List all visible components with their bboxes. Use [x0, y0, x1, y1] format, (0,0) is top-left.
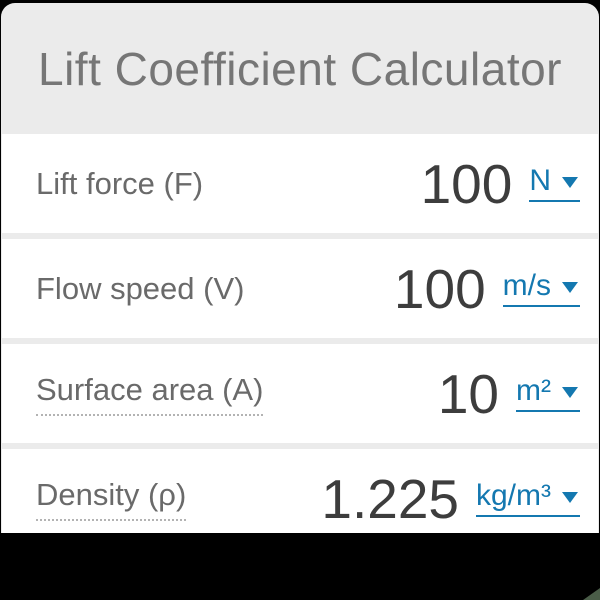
- surface-area-value-input[interactable]: 10: [437, 362, 500, 425]
- density-unit-dropdown[interactable]: kg/m³: [476, 478, 580, 517]
- calculator-card: Lift Coefficient Calculator Lift force (…: [1, 3, 599, 533]
- lift-force-value-input[interactable]: 100: [420, 152, 513, 215]
- row-lift-force: Lift force (F) 100 N: [2, 134, 598, 233]
- row-density: Density (ρ) 1.225 kg/m³: [2, 449, 598, 533]
- surface-area-unit-dropdown[interactable]: m²: [516, 373, 580, 412]
- flow-speed-unit-label: m/s: [502, 268, 551, 302]
- lift-force-value-group: 100 N: [421, 152, 580, 216]
- caret-down-icon: [562, 387, 578, 398]
- lift-force-unit-dropdown[interactable]: N: [529, 163, 580, 202]
- surface-area-unit-label: m²: [516, 373, 551, 407]
- row-flow-speed: Flow speed (V) 100 m/s: [2, 239, 598, 338]
- row-surface-area: Surface area (A) 10 m²: [2, 344, 598, 443]
- density-value-group: 1.225 kg/m³: [321, 467, 580, 531]
- input-rows: Lift force (F) 100 N Flow speed (V) 100 …: [1, 134, 599, 533]
- surface-area-value-group: 10 m²: [438, 362, 580, 426]
- caret-down-icon: [562, 282, 578, 293]
- surface-area-label[interactable]: Surface area (A): [36, 372, 264, 416]
- flow-speed-label: Flow speed (V): [36, 270, 245, 306]
- calculator-header: Lift Coefficient Calculator: [1, 3, 599, 134]
- page-title: Lift Coefficient Calculator: [37, 42, 562, 95]
- density-unit-label: kg/m³: [476, 478, 551, 512]
- lift-force-label: Lift force (F): [36, 165, 204, 201]
- density-value-input[interactable]: 1.225: [321, 467, 459, 530]
- flow-speed-value-input[interactable]: 100: [393, 257, 486, 320]
- flow-speed-unit-dropdown[interactable]: m/s: [502, 268, 580, 307]
- caret-down-icon: [562, 177, 578, 188]
- density-label[interactable]: Density (ρ): [36, 477, 187, 521]
- flow-speed-value-group: 100 m/s: [394, 257, 580, 321]
- caret-down-icon: [562, 492, 578, 503]
- green-corner-accent: [583, 588, 600, 600]
- lift-force-unit-label: N: [529, 163, 551, 197]
